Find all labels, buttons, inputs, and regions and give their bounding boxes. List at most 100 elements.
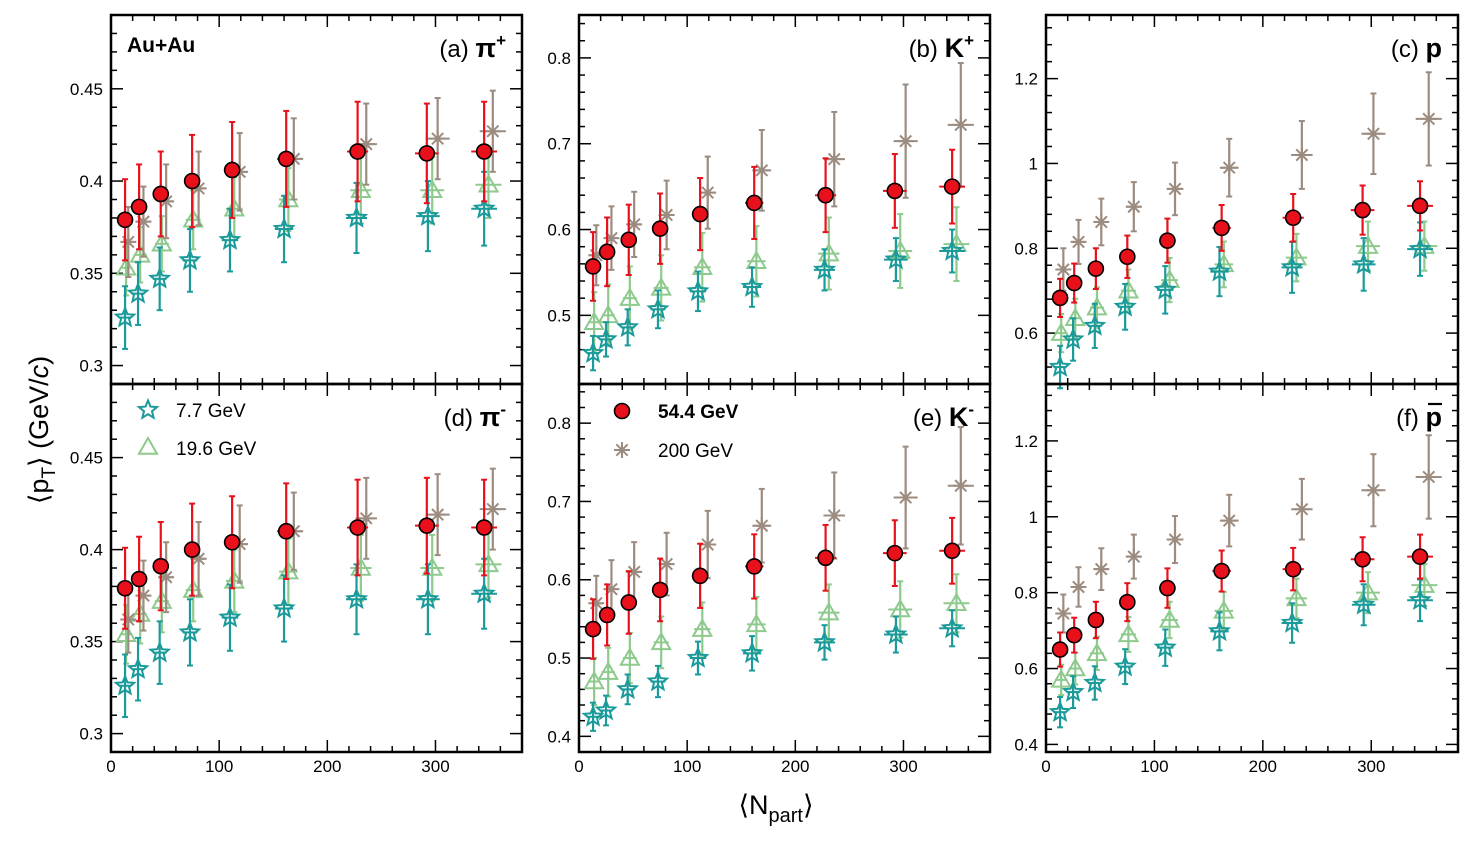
panel-frame-e bbox=[577, 382, 992, 754]
data-point-e77 bbox=[1113, 654, 1137, 677]
data-point-e77 bbox=[1207, 619, 1232, 642]
data-point-e196 bbox=[1285, 587, 1308, 607]
data-point-e77 bbox=[126, 281, 150, 304]
panel-label-e: (e) K- bbox=[913, 400, 974, 432]
y-tick-label-e: 0.6 bbox=[547, 571, 571, 590]
y-tick-label-f: 1.2 bbox=[1014, 432, 1038, 451]
data-point-e200 bbox=[626, 216, 643, 233]
data-point-e200 bbox=[1125, 548, 1142, 565]
data-point-e200 bbox=[826, 507, 843, 524]
panel-e: 0.4 0.5 0.6 0.7 0.8 0 100 200 300 (e) K- bbox=[547, 382, 992, 776]
data-point-e544 bbox=[651, 220, 669, 237]
data-point-e77 bbox=[646, 297, 670, 320]
data-point-e196 bbox=[1086, 296, 1108, 316]
data-point-e77 bbox=[1113, 294, 1137, 317]
data-point-e77 bbox=[113, 305, 137, 328]
data-point-e200 bbox=[135, 213, 152, 230]
data-point-e77 bbox=[416, 203, 440, 226]
panel-c: 0.6 0.8 1 1.2 (c) p bbox=[1014, 13, 1460, 390]
data-point-e196 bbox=[650, 276, 672, 296]
data-point-e77 bbox=[178, 620, 202, 643]
y-axis-title: ⟨pT⟩ (GeV/c) bbox=[24, 356, 60, 504]
data-point-e544 bbox=[1065, 274, 1083, 292]
data-point-e200 bbox=[897, 489, 914, 506]
series-e77-b bbox=[581, 228, 966, 372]
y-tick-label-c: 0.6 bbox=[1014, 324, 1038, 343]
data-point-e200 bbox=[952, 116, 969, 133]
panel-label-b: (b) K+ bbox=[909, 31, 975, 63]
data-point-e196 bbox=[597, 661, 619, 680]
data-point-e200 bbox=[826, 151, 843, 168]
data-point-e544 bbox=[475, 519, 493, 536]
data-point-e544 bbox=[1159, 232, 1176, 249]
series-e544-d bbox=[116, 476, 498, 630]
data-point-e196 bbox=[1117, 623, 1140, 643]
data-point-e77 bbox=[1280, 610, 1304, 633]
data-point-e196 bbox=[650, 631, 672, 651]
data-point-e200 bbox=[1420, 468, 1437, 485]
data-point-e77 bbox=[740, 274, 764, 297]
y-tick-label-d: 0.45 bbox=[70, 449, 103, 468]
data-point-e196 bbox=[115, 623, 137, 642]
series-e77-c bbox=[1048, 221, 1433, 390]
panel-frame-c bbox=[1044, 13, 1460, 386]
y-tick-label-e: 0.4 bbox=[547, 727, 571, 746]
y-axis-title-sub: T bbox=[39, 467, 60, 479]
series-e544-f bbox=[1051, 533, 1433, 668]
data-point-e544 bbox=[1284, 560, 1302, 578]
data-point-e77 bbox=[344, 587, 369, 610]
data-point-e200 bbox=[1167, 180, 1184, 197]
data-point-e544 bbox=[349, 519, 366, 536]
x-tick-label-d: 0 bbox=[106, 757, 115, 776]
data-point-e544 bbox=[475, 143, 493, 160]
data-point-e544 bbox=[691, 567, 709, 585]
data-point-e544 bbox=[886, 182, 904, 200]
panel-a: 0.3 0.35 0.4 0.45 (a) π+ bbox=[70, 13, 524, 386]
data-point-e77 bbox=[1207, 259, 1232, 282]
data-point-e544 bbox=[1119, 593, 1136, 611]
series-e544-c bbox=[1051, 180, 1433, 318]
x-axis-title-open: ⟨N bbox=[738, 790, 768, 820]
data-point-e77 bbox=[218, 227, 242, 250]
data-point-e77 bbox=[686, 279, 710, 302]
series-e77-f bbox=[1048, 578, 1433, 729]
data-point-e200 bbox=[1093, 561, 1110, 578]
data-point-e200 bbox=[429, 130, 446, 147]
x-axis-title-close: ⟩ bbox=[803, 790, 814, 820]
legend-marker-54p4-gev bbox=[613, 402, 631, 420]
series-e200-f bbox=[1055, 434, 1442, 634]
svg-text:⟨pT⟩ (GeV/c): ⟨pT⟩ (GeV/c) bbox=[24, 356, 60, 504]
data-point-e544 bbox=[116, 579, 134, 597]
data-point-e196 bbox=[619, 287, 641, 306]
data-point-e200 bbox=[753, 162, 770, 179]
data-point-e200 bbox=[1167, 531, 1184, 548]
data-point-e544 bbox=[651, 581, 669, 599]
data-point-e77 bbox=[940, 616, 964, 639]
panel-frame-b bbox=[577, 13, 992, 386]
legend-middle: 54.4 GeV 200 GeV bbox=[613, 402, 739, 462]
data-point-e544 bbox=[418, 517, 436, 534]
data-point-e77 bbox=[126, 657, 150, 680]
y-axis-title-italic: c bbox=[24, 364, 54, 378]
series-e77-d bbox=[113, 557, 498, 719]
data-point-e196 bbox=[889, 598, 911, 618]
data-point-e77 bbox=[1083, 313, 1107, 336]
data-point-e200 bbox=[897, 133, 914, 150]
x-tick-label-e: 200 bbox=[781, 757, 809, 776]
x-tick-label-f: 100 bbox=[1140, 757, 1168, 776]
data-point-e544 bbox=[130, 198, 148, 216]
data-point-e544 bbox=[1213, 219, 1230, 237]
legend-asterisk bbox=[614, 442, 630, 458]
data-point-e544 bbox=[183, 541, 201, 558]
data-point-e196 bbox=[1117, 279, 1140, 299]
data-point-e544 bbox=[223, 533, 241, 551]
data-point-e544 bbox=[1065, 626, 1083, 644]
data-point-e544 bbox=[817, 549, 834, 567]
data-point-e200 bbox=[484, 501, 501, 518]
series-e544-b bbox=[584, 148, 966, 302]
data-point-e196 bbox=[1064, 307, 1086, 327]
data-point-e200 bbox=[658, 556, 675, 573]
data-point-e544 bbox=[943, 542, 961, 560]
data-point-e77 bbox=[1408, 588, 1432, 611]
data-point-e544 bbox=[1354, 550, 1371, 568]
